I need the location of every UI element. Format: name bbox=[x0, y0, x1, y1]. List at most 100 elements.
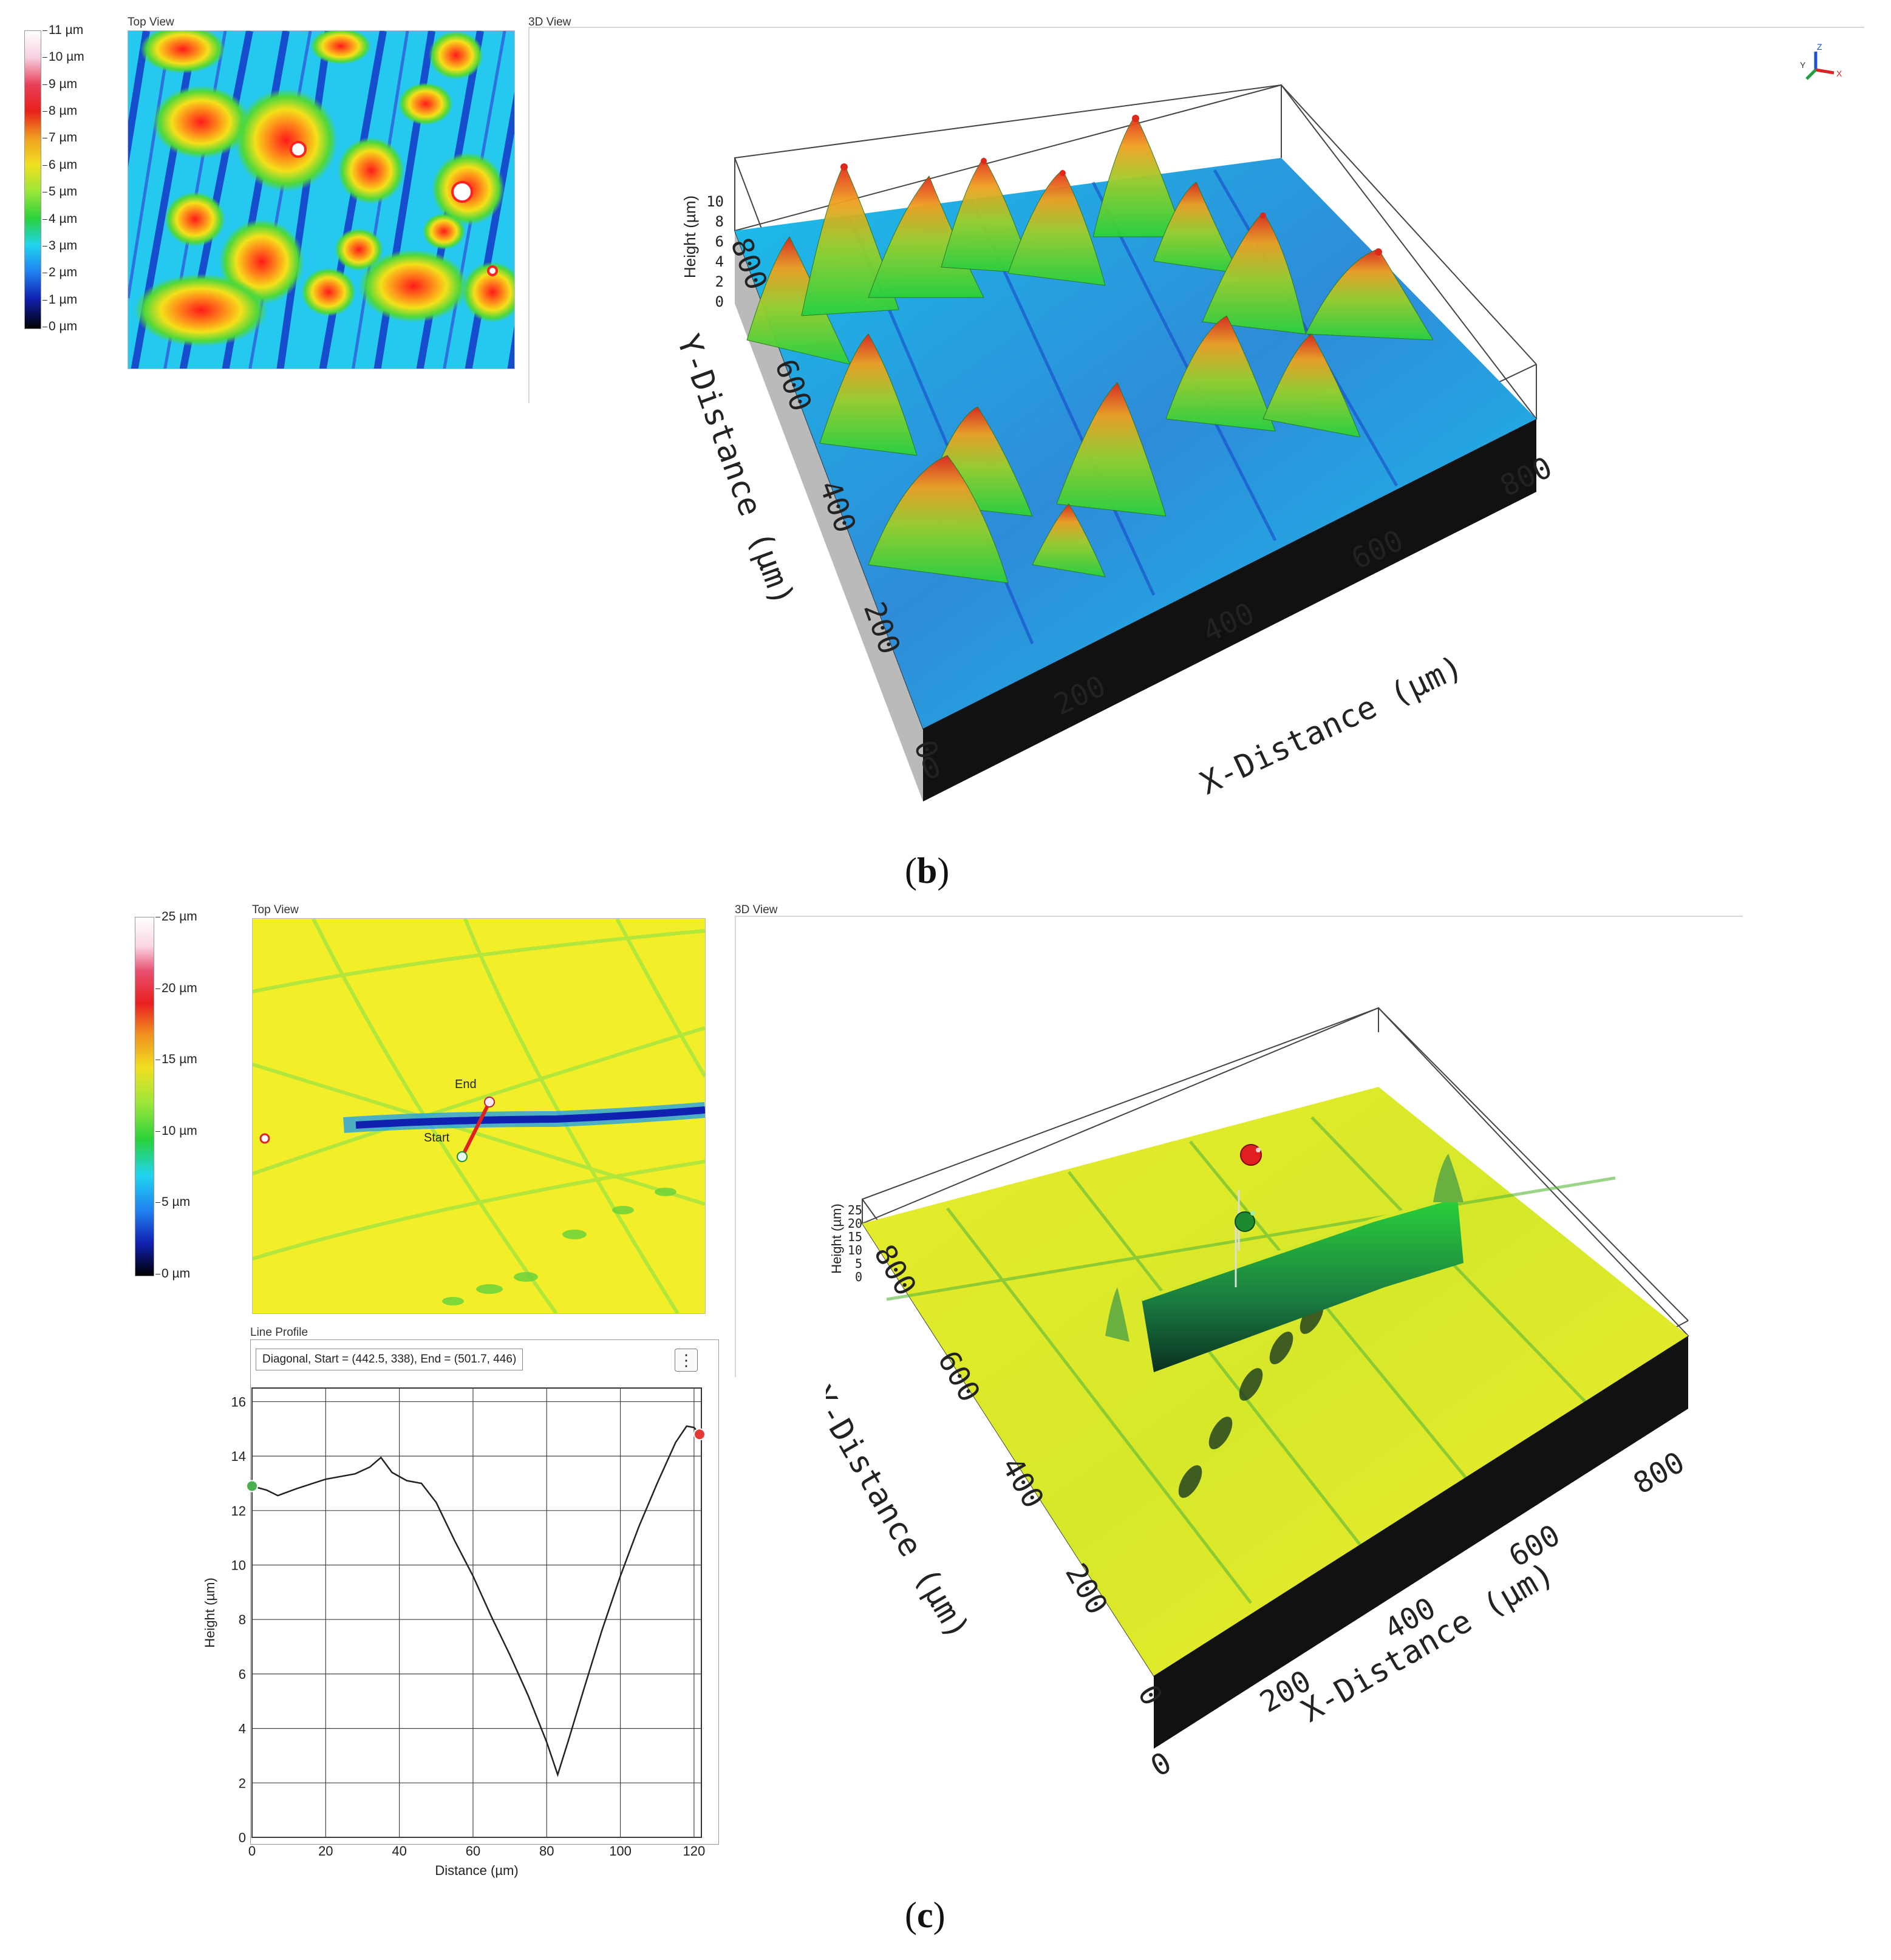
z-tick-label-c: 10 bbox=[848, 1243, 862, 1257]
line-profile-panel: Diagonal, Start = (442.5, 338), End = (5… bbox=[250, 1339, 719, 1845]
caption-c: (c) bbox=[905, 1895, 946, 1935]
surface-3d-b[interactable]: 10 8 6 4 2 0 Height (µm) 0 200 400 600 800 Y-Dist… bbox=[668, 79, 1670, 838]
colorbar-b-ticks: 11 µm 10 µm 9 µm 8 µm 7 µm 6 µm 5 µm 4 µm 3 µm 2 … bbox=[43, 23, 91, 333]
x-axis-label: Distance (µm) bbox=[435, 1863, 518, 1878]
top-view-title-b: Top View bbox=[128, 16, 174, 29]
top-view-map-b[interactable] bbox=[88, 25, 569, 372]
z-tick-label-b: 6 bbox=[715, 233, 724, 250]
z-tick-label-c: 5 bbox=[855, 1256, 862, 1271]
colorbar-b-tick-label: 6 µm bbox=[49, 157, 78, 172]
svg-text:Z: Z bbox=[1817, 43, 1822, 52]
colorbar-b-tick-mark bbox=[43, 111, 47, 112]
colorbar-c-tick-label: 0 µm bbox=[162, 1267, 191, 1281]
y-tick-label: 4 bbox=[239, 1721, 246, 1737]
view3d-c-bracket bbox=[735, 916, 736, 1377]
colorbar-b-tick-mark bbox=[43, 219, 47, 220]
colorbar-c-tick-label: 5 µm bbox=[162, 1195, 191, 1210]
z-tick-label-c: 15 bbox=[848, 1230, 862, 1244]
view3d-title-b: 3D View bbox=[528, 16, 571, 29]
z-tick-label-b: 2 bbox=[715, 273, 724, 290]
colorbar-b-tick-mark bbox=[43, 165, 47, 166]
z-tick-label-c: 0 bbox=[855, 1270, 862, 1284]
colorbar-b-tick-label: 1 µm bbox=[49, 292, 78, 307]
y-tick-label: 0 bbox=[239, 1830, 246, 1845]
line-profile-info: Diagonal, Start = (442.5, 338), End = (5… bbox=[256, 1349, 523, 1370]
y-tick-label: 2 bbox=[239, 1775, 246, 1791]
colorbar-b-tick-mark bbox=[43, 84, 47, 85]
x-tick-label: 40 bbox=[392, 1843, 406, 1859]
caption-b: (b) bbox=[905, 851, 950, 891]
colorbar-b-tick-label: 10 µm bbox=[49, 50, 84, 64]
x-tick-label-c: 0 bbox=[1145, 1746, 1177, 1784]
end-point-marker[interactable] bbox=[693, 1428, 706, 1441]
y-tick-label: 10 bbox=[231, 1558, 246, 1573]
x-tick-label-c: 800 bbox=[1627, 1445, 1690, 1501]
view3d-b-bracket bbox=[528, 27, 530, 403]
colorbar-b-tick-mark bbox=[43, 57, 47, 58]
plot-area bbox=[251, 1387, 702, 1838]
colorbar-c-tick-label: 10 µm bbox=[162, 1123, 197, 1138]
colorbar-c-tick-label: 20 µm bbox=[162, 981, 197, 995]
colorbar-c-tick-mark bbox=[155, 1131, 160, 1132]
axis-gizmo-icon[interactable]: Z X Y bbox=[1797, 42, 1852, 85]
colorbar-b-tick-mark bbox=[43, 30, 47, 31]
colorbar-b-tick-label: 5 µm bbox=[49, 185, 78, 199]
x-tick-label: 60 bbox=[466, 1843, 480, 1859]
colorbar-c-tick-label: 15 µm bbox=[162, 1052, 197, 1067]
colorbar-b-tick-label: 2 µm bbox=[49, 265, 78, 280]
x-tick-label: 100 bbox=[609, 1843, 632, 1859]
colorbar-b-tick-mark bbox=[43, 245, 47, 247]
y-tick-label: 14 bbox=[231, 1449, 246, 1464]
z-tick-label-c: 25 bbox=[848, 1203, 862, 1217]
colorbar-b-tick-label: 8 µm bbox=[49, 104, 78, 118]
colorbar-b bbox=[24, 30, 41, 329]
z-tick-label-c: 20 bbox=[848, 1216, 862, 1231]
top-view-map-c[interactable]: End Start bbox=[252, 917, 707, 1315]
view3d-divider-c bbox=[735, 916, 1743, 917]
svg-text:X: X bbox=[1836, 69, 1842, 78]
colorbar-c-tick-mark bbox=[155, 1202, 160, 1203]
colorbar-b-tick-mark bbox=[43, 299, 47, 301]
y-tick-label: 16 bbox=[231, 1394, 246, 1409]
y-axis-label: Height (µm) bbox=[202, 1577, 217, 1647]
top-view-b-surface bbox=[88, 25, 569, 372]
colorbar-b-tick-label: 9 µm bbox=[49, 77, 78, 91]
x-tick-label: 20 bbox=[318, 1843, 333, 1859]
colorbar-c-ticks: 25 µm 20 µm 15 µm 10 µm 5 µm 0 µm bbox=[155, 910, 216, 1281]
z-axis-label-b: Height (µm) bbox=[681, 196, 699, 278]
marker-start-label: Start bbox=[424, 1131, 450, 1145]
x-tick-label: 80 bbox=[539, 1843, 554, 1859]
y-axis-label-c: Y-Distance (µm) bbox=[826, 1380, 976, 1645]
view3d-divider-b bbox=[528, 27, 1864, 28]
colorbar-c bbox=[135, 917, 154, 1276]
line-profile-menu-button[interactable]: ⋮ bbox=[675, 1349, 698, 1372]
top-view-title-c: Top View bbox=[252, 903, 299, 916]
colorbar-b-tick-label: 4 µm bbox=[49, 211, 78, 226]
colorbar-c-tick-label: 25 µm bbox=[162, 910, 197, 924]
marker-end-label: End bbox=[455, 1078, 477, 1091]
z-tick-label-b: 4 bbox=[715, 253, 724, 270]
z-tick-label-b: 0 bbox=[715, 293, 724, 310]
y-tick-label: 8 bbox=[239, 1612, 246, 1627]
y-tick-label: 12 bbox=[231, 1503, 246, 1519]
z-tick-label-b: 8 bbox=[715, 213, 724, 230]
profile-line bbox=[251, 1425, 700, 1777]
line-profile-title: Line Profile bbox=[250, 1326, 308, 1339]
start-point-marker[interactable] bbox=[246, 1480, 258, 1492]
x-tick-label: 0 bbox=[248, 1843, 256, 1859]
z-axis-label-c: Height (µm) bbox=[829, 1203, 844, 1273]
colorbar-b-tick-label: 11 µm bbox=[49, 23, 84, 37]
y-tick-label: 6 bbox=[239, 1667, 246, 1682]
colorbar-b-tick-label: 7 µm bbox=[49, 131, 78, 145]
colorbar-b-tick-label: 0 µm bbox=[49, 319, 78, 333]
line-profile-chart: 0 20 40 60 80 100 120 0 2 4 6 8 10 12 14 16 Distance (µm… bbox=[202, 1387, 706, 1878]
z-tick-label-b: 10 bbox=[706, 193, 724, 210]
caption-b-letter: b bbox=[916, 851, 938, 891]
view3d-title-c: 3D View bbox=[735, 903, 778, 916]
caption-c-letter: c bbox=[916, 1895, 933, 1935]
svg-text:Y: Y bbox=[1800, 60, 1806, 70]
x-tick-label: 120 bbox=[683, 1843, 706, 1859]
surface-3d-c[interactable]: 25 20 15 10 5 0 Height (µm) 0 200 400 600 800 Y-D… bbox=[802, 996, 1773, 1809]
colorbar-b-tick-label: 3 µm bbox=[49, 238, 78, 253]
x-axis-label-b: X-Distance (µm) bbox=[1194, 648, 1468, 802]
